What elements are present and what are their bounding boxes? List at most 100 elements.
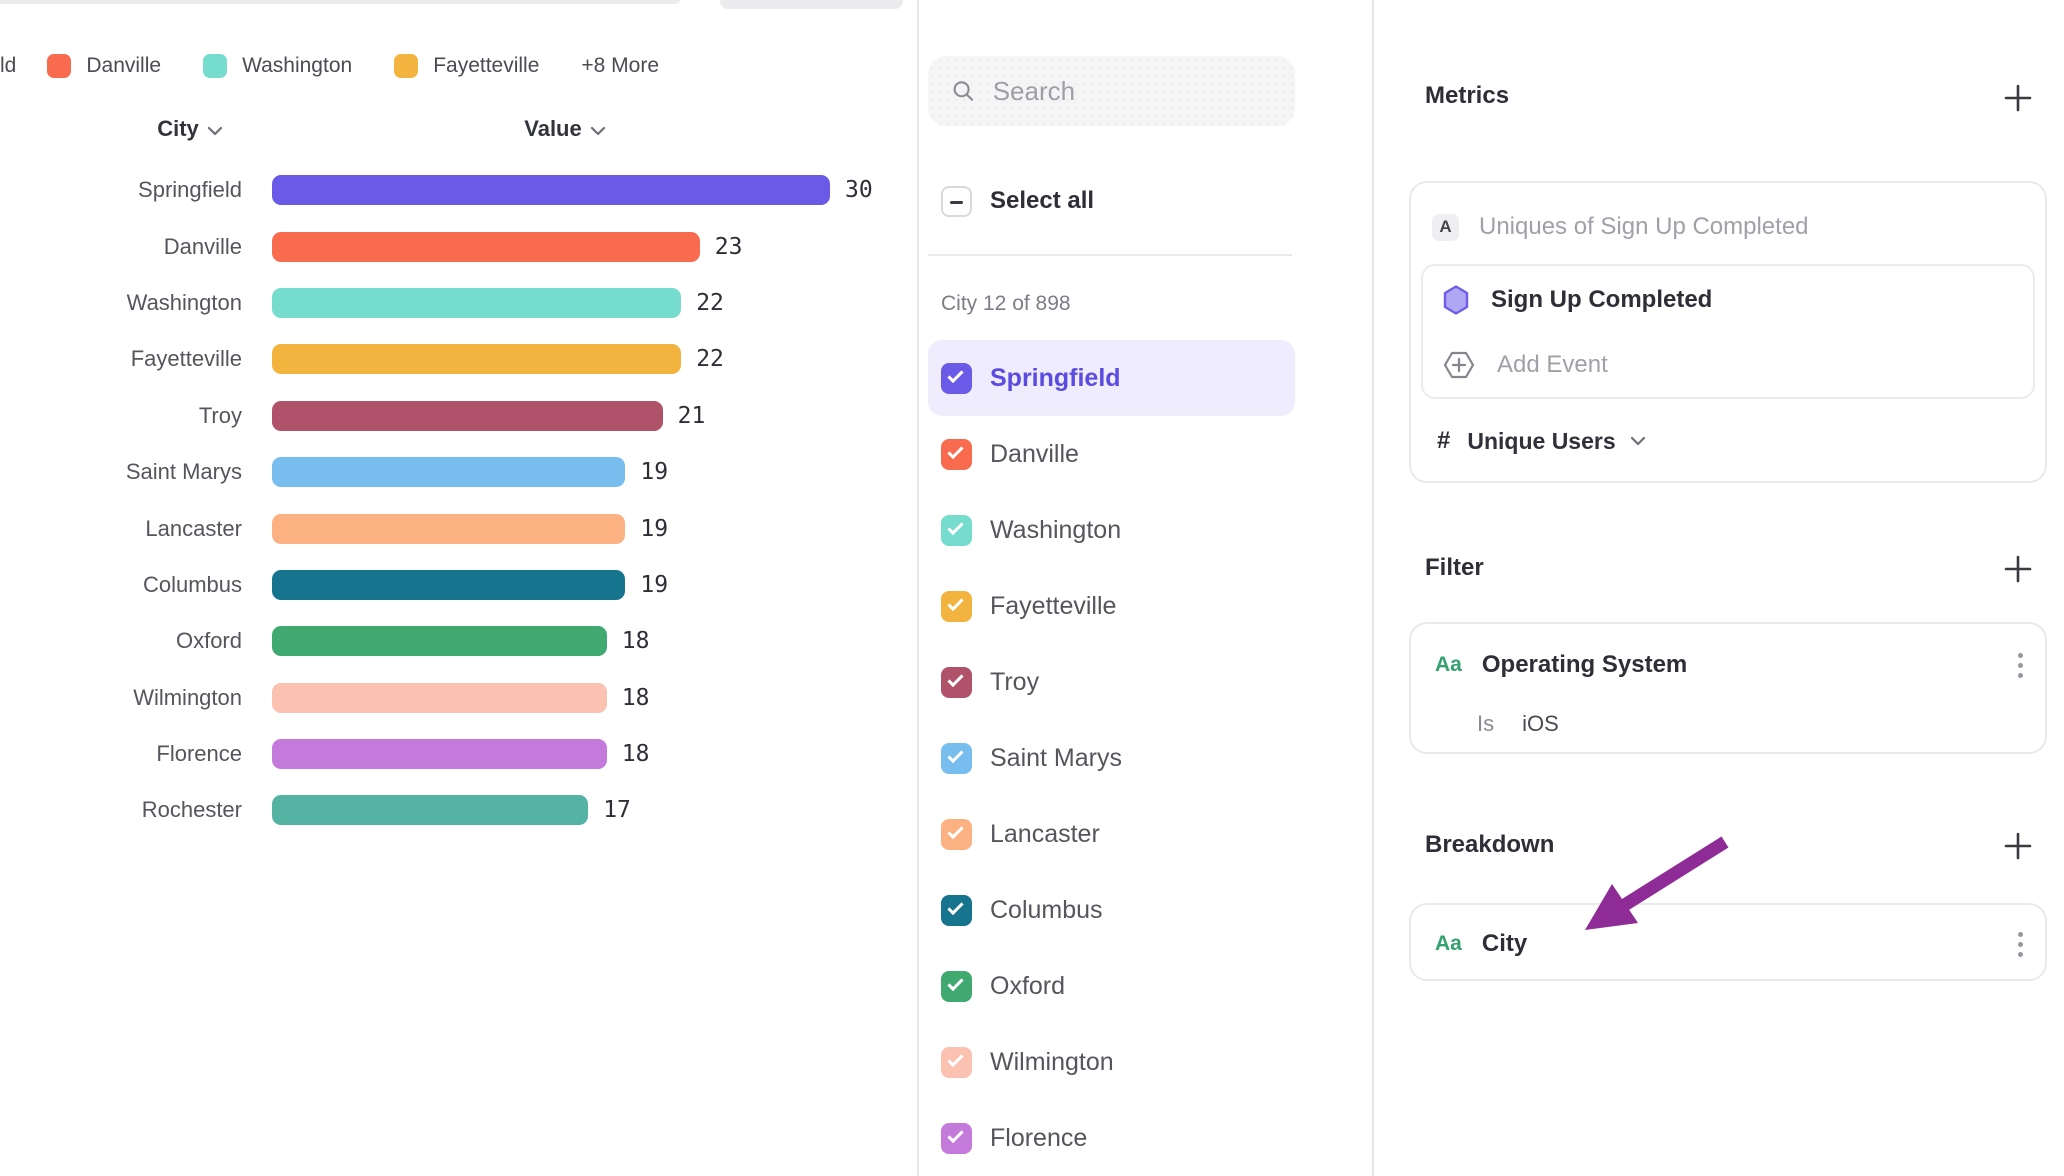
filter-heading: Filter xyxy=(1425,554,1484,581)
value-bar[interactable] xyxy=(272,739,607,770)
add-breakdown-button[interactable] xyxy=(2002,830,2034,862)
city-checkbox[interactable] xyxy=(941,894,972,926)
search-icon xyxy=(952,78,975,104)
value-bar[interactable] xyxy=(272,626,607,657)
sort-header-city[interactable]: City xyxy=(62,116,318,142)
chart-row: Saint Marys 19 xyxy=(0,444,917,500)
city-checkbox-row[interactable]: Troy xyxy=(928,644,1295,720)
legend-swatch xyxy=(394,54,419,78)
city-checkbox[interactable] xyxy=(941,438,972,470)
value-bar[interactable] xyxy=(272,344,682,375)
check-icon xyxy=(947,746,964,763)
add-metric-button[interactable] xyxy=(2002,82,2034,114)
bar-category-label: Saint Marys xyxy=(125,459,242,485)
value-bar[interactable] xyxy=(272,457,626,488)
value-bar[interactable] xyxy=(272,682,607,713)
check-icon xyxy=(947,518,964,535)
chevron-down-icon xyxy=(207,126,223,136)
chart-legend: ld Danville Washington Fayetteville +8 M… xyxy=(0,49,659,83)
bar-value-label: 18 xyxy=(621,741,650,768)
event-row[interactable]: Sign Up Completed xyxy=(1423,266,2033,333)
chart-row: Washington 22 xyxy=(0,275,917,331)
filter-condition-row[interactable]: Is iOS xyxy=(1477,704,1559,744)
city-checkbox-label: Danville xyxy=(990,439,1079,468)
search-box[interactable] xyxy=(928,56,1295,126)
check-icon xyxy=(947,366,964,383)
value-bar[interactable] xyxy=(272,569,626,600)
value-bar[interactable] xyxy=(272,175,830,206)
value-bar[interactable] xyxy=(272,400,663,431)
aggregation-dropdown[interactable]: # Unique Users xyxy=(1437,423,1646,459)
city-checkbox-label: Lancaster xyxy=(990,819,1100,848)
kebab-menu-icon[interactable] xyxy=(2018,932,2023,957)
value-bar[interactable] xyxy=(272,795,589,826)
city-checkbox-row[interactable]: Washington xyxy=(928,492,1295,568)
legend-item-partial[interactable]: ld xyxy=(0,54,17,77)
city-checkbox[interactable] xyxy=(941,1046,972,1078)
segment-selector-panel: Select all City 12 of 898 Springfield Da… xyxy=(917,0,1374,1176)
legend-more-link[interactable]: +8 More xyxy=(581,54,660,77)
bar-category-label: Oxford xyxy=(175,628,242,654)
sort-header-value[interactable]: Value xyxy=(445,116,685,142)
filter-property-row[interactable]: Aa Operating System xyxy=(1435,636,1985,694)
city-checkbox[interactable] xyxy=(941,362,972,394)
add-event-button[interactable]: Add Event xyxy=(1423,333,2033,397)
metric-slot-row[interactable]: A Uniques of Sign Up Completed xyxy=(1432,199,1809,255)
city-checkbox-label: Troy xyxy=(990,667,1040,696)
city-checkbox-row[interactable]: Danville xyxy=(928,416,1295,492)
report-builder-panel: Metrics A Uniques of Sign Up Completed S… xyxy=(1374,0,2064,1176)
city-checkbox-label: Columbus xyxy=(990,895,1103,924)
bar-category-label: Rochester xyxy=(141,797,242,823)
city-checkbox[interactable] xyxy=(941,742,972,774)
chart-row: Troy 21 xyxy=(0,388,917,444)
bar-category-label: Wilmington xyxy=(133,684,242,710)
value-bar[interactable] xyxy=(272,287,682,318)
chevron-down-icon xyxy=(1630,436,1646,446)
chart-row: Danville 23 xyxy=(0,218,917,274)
city-checkbox-row[interactable]: Lancaster xyxy=(928,796,1295,872)
city-checkbox-row[interactable]: Fayetteville xyxy=(928,568,1295,644)
metric-card: A Uniques of Sign Up Completed Sign Up C… xyxy=(1409,181,2047,483)
legend-item[interactable]: Fayetteville xyxy=(394,54,539,78)
value-bar[interactable] xyxy=(272,513,626,544)
city-checkbox[interactable] xyxy=(941,1122,972,1154)
hash-icon: # xyxy=(1437,427,1451,454)
select-all-row[interactable]: Select all xyxy=(941,170,1094,232)
city-checkbox[interactable] xyxy=(941,514,972,546)
cropped-toolbar-edge xyxy=(0,0,680,4)
city-checkbox[interactable] xyxy=(941,590,972,622)
bar-value-label: 22 xyxy=(696,289,724,316)
breakdown-property-row[interactable]: Aa City xyxy=(1435,905,1985,983)
bar-value-label: 19 xyxy=(640,459,669,486)
chart-row: Oxford 18 xyxy=(0,613,917,669)
city-checkbox-row[interactable]: Wilmington xyxy=(928,1024,1295,1100)
select-all-checkbox[interactable] xyxy=(941,185,972,217)
check-icon xyxy=(947,442,964,459)
legend-item[interactable]: Danville xyxy=(47,54,161,78)
metric-slot-placeholder: Uniques of Sign Up Completed xyxy=(1479,213,1809,240)
add-event-label: Add Event xyxy=(1497,351,1608,378)
search-input[interactable] xyxy=(992,75,1271,107)
city-checkbox[interactable] xyxy=(941,970,972,1002)
legend-item[interactable]: Washington xyxy=(203,54,352,78)
city-checkbox[interactable] xyxy=(941,818,972,850)
bar-value-label: 19 xyxy=(640,571,669,598)
city-checkbox-row[interactable]: Springfield xyxy=(928,340,1295,416)
chart-row: Lancaster 19 xyxy=(0,500,917,556)
value-bar[interactable] xyxy=(272,231,700,262)
city-checkbox-label: Wilmington xyxy=(990,1047,1114,1076)
city-checkbox[interactable] xyxy=(941,666,972,698)
bar-value-label: 22 xyxy=(696,346,724,373)
kebab-menu-icon[interactable] xyxy=(2018,653,2023,678)
city-checkbox-label: Saint Marys xyxy=(990,743,1122,772)
string-type-badge: Aa xyxy=(1435,932,1462,955)
city-checkbox-row[interactable]: Saint Marys xyxy=(928,720,1295,796)
chart-row: Fayetteville 22 xyxy=(0,331,917,387)
event-hexagon-icon xyxy=(1443,285,1469,315)
bar-category-label: Troy xyxy=(198,402,242,428)
city-checkbox-row[interactable]: Columbus xyxy=(928,872,1295,948)
bar-value-label: 18 xyxy=(621,628,650,655)
city-checkbox-row[interactable]: Florence xyxy=(928,1100,1295,1176)
add-filter-button[interactable] xyxy=(2002,553,2034,585)
city-checkbox-row[interactable]: Oxford xyxy=(928,948,1295,1024)
